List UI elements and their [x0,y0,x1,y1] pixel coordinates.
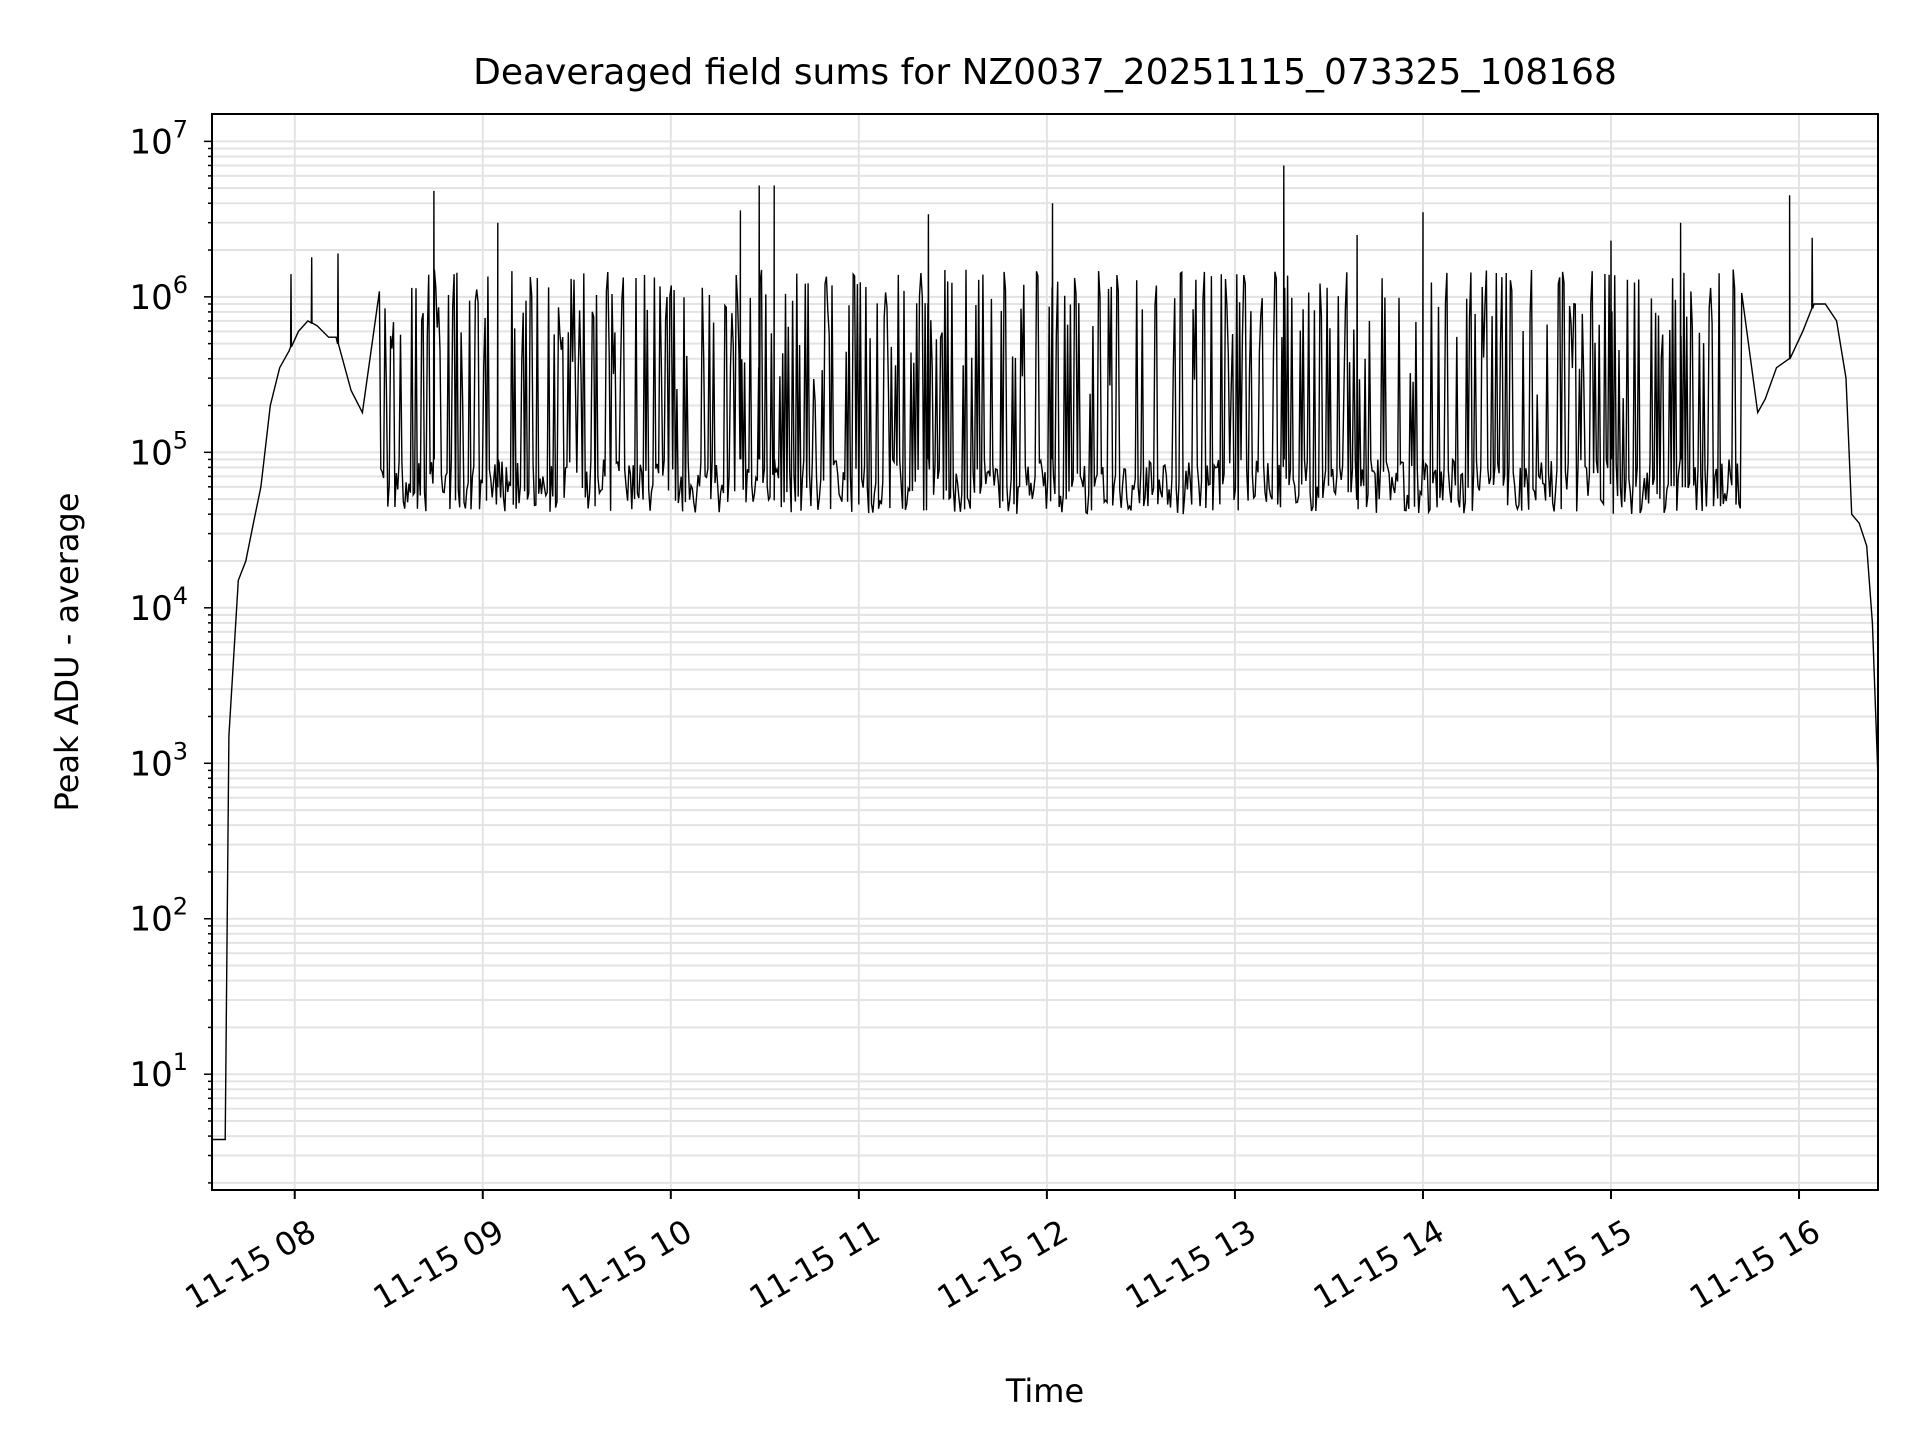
y-tick-label: 102 [129,893,188,940]
y-tick-exponent: 6 [173,271,188,299]
grid-layer [212,114,1878,1190]
y-tick-label: 106 [129,271,188,318]
y-tick-exponent: 3 [173,737,188,765]
y-tick-base: 10 [129,1055,172,1095]
y-tick-base: 10 [129,744,172,784]
y-tick-label: 104 [129,582,188,629]
y-axis-label: Peak ADU - average [48,493,86,812]
y-tick-exponent: 4 [173,582,188,610]
data-layer [212,165,1879,1141]
y-tick-base: 10 [129,278,172,318]
y-tick-exponent: 2 [173,893,188,921]
y-tick-exponent: 1 [173,1048,188,1076]
y-tick-base: 10 [129,122,172,162]
y-tick-exponent: 7 [173,115,188,143]
y-tick-base: 10 [129,433,172,473]
y-tick-label: 101 [129,1048,188,1095]
y-tick-label: 107 [129,115,188,162]
plot-frame [211,113,1879,1191]
y-tick-label: 103 [129,737,188,784]
y-tick-exponent: 5 [173,426,188,454]
y-tick-label: 105 [129,426,188,473]
series-line [212,165,1879,1141]
y-tick-base: 10 [129,900,172,940]
y-tick-base: 10 [129,589,172,629]
chart-title: Deaveraged field sums for NZ0037_2025111… [473,52,1617,93]
x-axis-label: Time [1005,1372,1084,1410]
